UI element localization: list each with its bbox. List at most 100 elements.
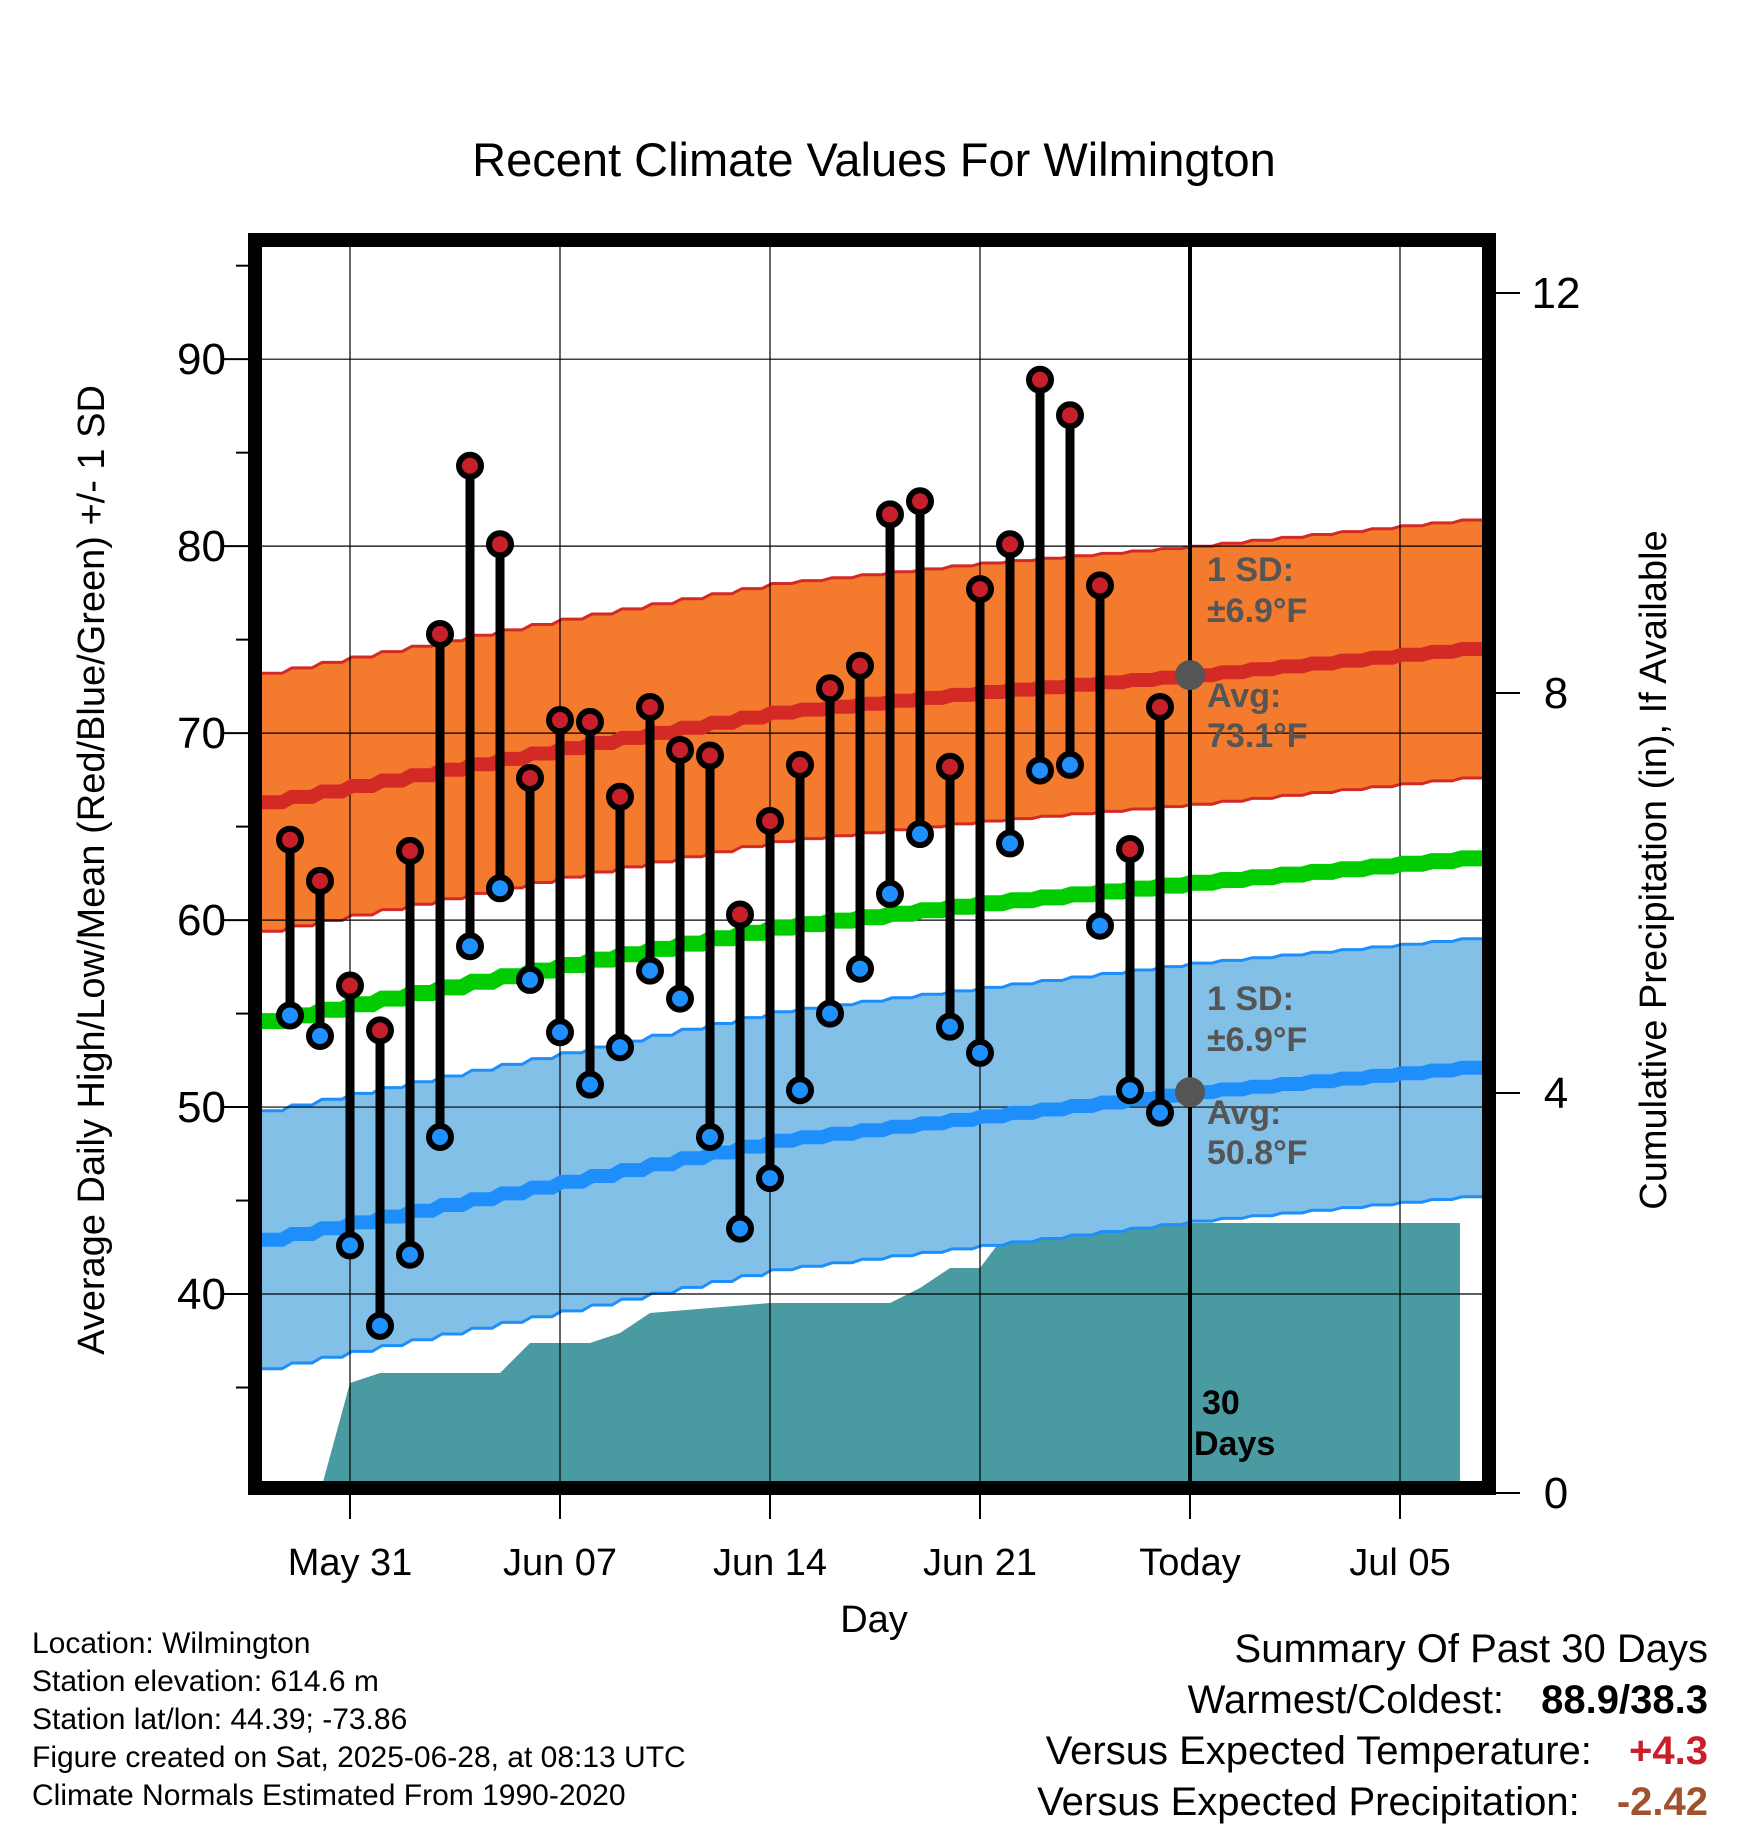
daily-high-point — [396, 836, 424, 865]
daily-high-point — [906, 487, 934, 516]
warm-cold-value: 88.9/38.3 — [1541, 1678, 1708, 1722]
y-tick-label: 60 — [177, 896, 226, 945]
daily-high-point — [936, 752, 964, 781]
daily-low-point — [876, 879, 904, 908]
y-tick-label: 70 — [177, 709, 226, 758]
daily-high-point — [606, 782, 634, 811]
daily-low-point — [366, 1311, 394, 1340]
y-axis-label-right: Cumulative Precipitation (in), If Availa… — [1633, 530, 1675, 1209]
daily-low-point — [726, 1214, 754, 1243]
low-sd-lower-line — [262, 1195, 1482, 1371]
high-avg-label: Avg: — [1207, 677, 1281, 715]
plot-frame — [248, 233, 1496, 1495]
low-avg-value: 50.8°F — [1207, 1134, 1308, 1172]
location-text: Location: Wilmington — [32, 1627, 311, 1660]
high-sd-lower-line — [262, 776, 1482, 933]
daily-high-point — [336, 971, 364, 1000]
summary-warm-cold: Warmest/Coldest: 88.9/38.3 — [1037, 1675, 1708, 1726]
high-sd-value: ±6.9°F — [1207, 592, 1307, 630]
daily-low-point — [606, 1033, 634, 1062]
temp-label: Versus Expected Temperature: — [1045, 1729, 1592, 1773]
daily-low-point — [576, 1070, 604, 1099]
created-text: Figure created on Sat, 2025-06-28, at 08… — [32, 1741, 686, 1774]
elevation-text: Station elevation: 614.6 m — [32, 1665, 379, 1698]
high-sd-band — [262, 520, 1482, 932]
daily-low-point — [966, 1038, 994, 1067]
precip-label: Versus Expected Precipitation: — [1037, 1780, 1580, 1824]
daily-high-point — [756, 806, 784, 835]
y-tick-label: 90 — [177, 335, 226, 384]
x-tick-label: May 31 — [288, 1542, 413, 1584]
normal-low-line — [262, 1060, 1482, 1247]
daily-low-point — [1056, 750, 1084, 779]
daily-high-point — [1146, 692, 1174, 721]
daily-high-point — [546, 706, 574, 735]
daily-low-point — [1116, 1076, 1144, 1105]
daily-low-point — [1086, 911, 1114, 940]
y-right-tick-label: 4 — [1544, 1069, 1568, 1118]
daily-high-point — [306, 866, 334, 895]
daily-high-point — [516, 763, 544, 792]
low-sd-label: 1 SD: — [1207, 980, 1294, 1018]
low-sd-band — [262, 938, 1482, 1369]
daily-high-point — [786, 750, 814, 779]
daily-high-point — [576, 707, 604, 736]
daily-high-point — [816, 674, 844, 703]
daily-high-point — [276, 825, 304, 854]
daily-high-point — [486, 530, 514, 559]
high-sd-upper-line — [262, 518, 1482, 675]
y-right-tick-label: 0 — [1544, 1469, 1568, 1518]
low-sd-value: ±6.9°F — [1207, 1021, 1307, 1059]
daily-high-point — [636, 692, 664, 721]
latlon-text: Station lat/lon: 44.39; -73.86 — [32, 1703, 408, 1736]
precipitation-area — [323, 1223, 1460, 1481]
x-tick-label: Jun 07 — [503, 1542, 617, 1584]
daily-low-point — [486, 874, 514, 903]
y-axis-label-left: Average Daily High/Low/Mean (Red/Blue/Gr… — [71, 385, 113, 1355]
normal-high-line — [262, 642, 1482, 810]
daily-low-point — [396, 1240, 424, 1269]
daily-low-point — [456, 932, 484, 961]
x-axis-label: Day — [840, 1599, 908, 1641]
daily-high-point — [366, 1016, 394, 1045]
daily-low-point — [816, 999, 844, 1028]
daily-low-point — [696, 1122, 724, 1151]
today-low-avg-marker — [1175, 1077, 1205, 1108]
summary-precip: Versus Expected Precipitation: -2.42 — [1037, 1777, 1708, 1828]
daily-high-point — [996, 530, 1024, 559]
precip-days-label-1: 30 — [1202, 1384, 1240, 1422]
normal-mean-line — [262, 850, 1482, 1030]
daily-low-point — [276, 1001, 304, 1030]
daily-low-point — [636, 956, 664, 985]
daily-low-point — [906, 820, 934, 849]
daily-low-point — [306, 1022, 334, 1051]
daily-high-point — [1026, 365, 1054, 394]
daily-high-point — [876, 500, 904, 529]
daily-low-point — [846, 954, 874, 983]
daily-low-point — [1026, 756, 1054, 785]
daily-high-point — [846, 651, 874, 680]
daily-high-point — [456, 451, 484, 480]
daily-high-point — [1056, 401, 1084, 430]
summary-panel: Summary Of Past 30 Days Warmest/Coldest:… — [1037, 1624, 1708, 1828]
y-right-tick-label: 12 — [1532, 269, 1581, 318]
summary-temp: Versus Expected Temperature: +4.3 — [1037, 1726, 1708, 1777]
precip-value: -2.42 — [1616, 1780, 1708, 1824]
daily-low-point — [546, 1018, 574, 1047]
y-tick-label: 80 — [177, 522, 226, 571]
daily-low-point — [996, 829, 1024, 858]
daily-high-point — [666, 735, 694, 764]
today-high-avg-marker — [1175, 660, 1205, 691]
daily-low-point — [1146, 1098, 1174, 1127]
x-tick-label: Jun 21 — [923, 1542, 1037, 1584]
y-tick-label: 50 — [177, 1083, 226, 1132]
daily-low-point — [426, 1122, 454, 1151]
x-tick-label: Jul 05 — [1349, 1542, 1450, 1584]
low-sd-upper-line — [262, 937, 1482, 1113]
x-tick-label: Jun 14 — [713, 1542, 827, 1584]
station-info: Location: Wilmington Station elevation: … — [32, 1625, 686, 1815]
high-avg-value: 73.1°F — [1207, 717, 1308, 755]
